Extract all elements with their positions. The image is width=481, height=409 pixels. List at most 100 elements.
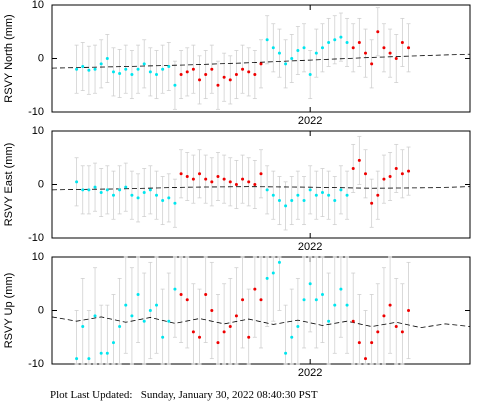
data-point <box>148 309 152 312</box>
data-point <box>302 298 306 302</box>
data-point <box>247 70 251 74</box>
data-point <box>259 298 263 302</box>
data-point <box>81 325 85 329</box>
data-point <box>308 188 312 192</box>
data-point <box>259 62 263 66</box>
footer: Plot Last Updated: Sunday, January 30, 2… <box>50 389 318 401</box>
data-point <box>400 330 404 334</box>
data-point <box>142 319 146 323</box>
data-point <box>370 341 374 345</box>
data-point <box>216 83 220 87</box>
data-point <box>148 70 152 74</box>
data-point <box>222 177 226 181</box>
data-point <box>241 177 245 181</box>
data-point <box>370 201 374 205</box>
data-point <box>161 335 165 339</box>
data-point <box>191 177 195 181</box>
data-point <box>234 73 238 77</box>
data-point <box>136 292 140 296</box>
data-point <box>142 62 146 66</box>
data-point <box>333 38 337 42</box>
data-point <box>302 46 306 50</box>
data-point <box>388 174 392 178</box>
data-point <box>339 287 343 291</box>
data-point <box>284 62 288 66</box>
trend-line <box>51 186 471 191</box>
data-point <box>253 183 257 186</box>
data-point <box>210 67 214 71</box>
data-point <box>75 357 79 361</box>
data-point <box>179 172 183 176</box>
data-point <box>394 325 398 329</box>
data-point <box>130 193 134 197</box>
data-point <box>136 67 140 71</box>
data-point <box>271 46 275 50</box>
x-tick-label: 2022 <box>298 241 322 253</box>
data-point <box>320 292 324 296</box>
data-point <box>364 357 367 361</box>
data-point <box>198 172 202 176</box>
data-point <box>364 51 367 55</box>
data-point <box>290 57 294 60</box>
data-point <box>290 335 294 339</box>
data-point <box>87 188 91 192</box>
data-point <box>357 341 361 345</box>
data-point <box>333 199 337 203</box>
data-point <box>93 314 97 318</box>
data-point <box>99 191 103 195</box>
data-point <box>81 65 85 69</box>
y-tick-label: -10 <box>28 106 44 118</box>
data-point <box>308 282 312 286</box>
y-tick-label: 10 <box>32 251 44 263</box>
data-point <box>277 199 281 203</box>
data-point <box>222 75 226 79</box>
data-point <box>124 303 128 307</box>
data-point <box>394 166 398 170</box>
data-point <box>296 325 300 329</box>
trend-line <box>51 316 471 329</box>
data-point <box>87 68 91 72</box>
data-point <box>382 314 386 318</box>
data-point <box>277 51 281 55</box>
x-tick-label: 2022 <box>298 115 322 127</box>
data-point <box>351 319 355 323</box>
data-point <box>247 335 251 339</box>
data-point <box>327 193 331 197</box>
data-point <box>155 73 158 77</box>
data-point <box>161 199 165 203</box>
data-point <box>179 292 183 296</box>
data-point <box>118 325 122 329</box>
y-axis-label: RSVY Up (mm) <box>3 273 15 349</box>
data-point <box>105 351 109 355</box>
data-point <box>247 180 251 184</box>
data-point <box>167 319 171 323</box>
data-point <box>167 196 171 200</box>
data-point <box>130 73 134 77</box>
data-point <box>118 71 122 75</box>
data-point <box>204 73 208 77</box>
data-point <box>118 188 122 192</box>
data-point <box>222 330 226 334</box>
data-point <box>191 330 195 334</box>
data-point <box>111 193 115 197</box>
data-point <box>234 314 238 318</box>
data-point <box>155 193 158 197</box>
data-point <box>241 298 245 302</box>
data-point <box>75 67 79 71</box>
data-point <box>271 271 275 275</box>
data-point <box>339 188 343 192</box>
data-point <box>265 38 269 42</box>
data-point <box>339 35 343 39</box>
data-point <box>388 51 392 55</box>
y-tick-label: -10 <box>28 232 44 244</box>
data-point <box>234 183 238 186</box>
data-point <box>308 73 312 77</box>
y-axis-label: RSVY North (mm) <box>3 14 15 102</box>
data-point <box>142 191 146 195</box>
data-point <box>105 188 109 192</box>
data-point <box>81 188 85 192</box>
data-point <box>314 193 318 197</box>
data-point <box>124 67 128 71</box>
data-point <box>204 177 208 181</box>
